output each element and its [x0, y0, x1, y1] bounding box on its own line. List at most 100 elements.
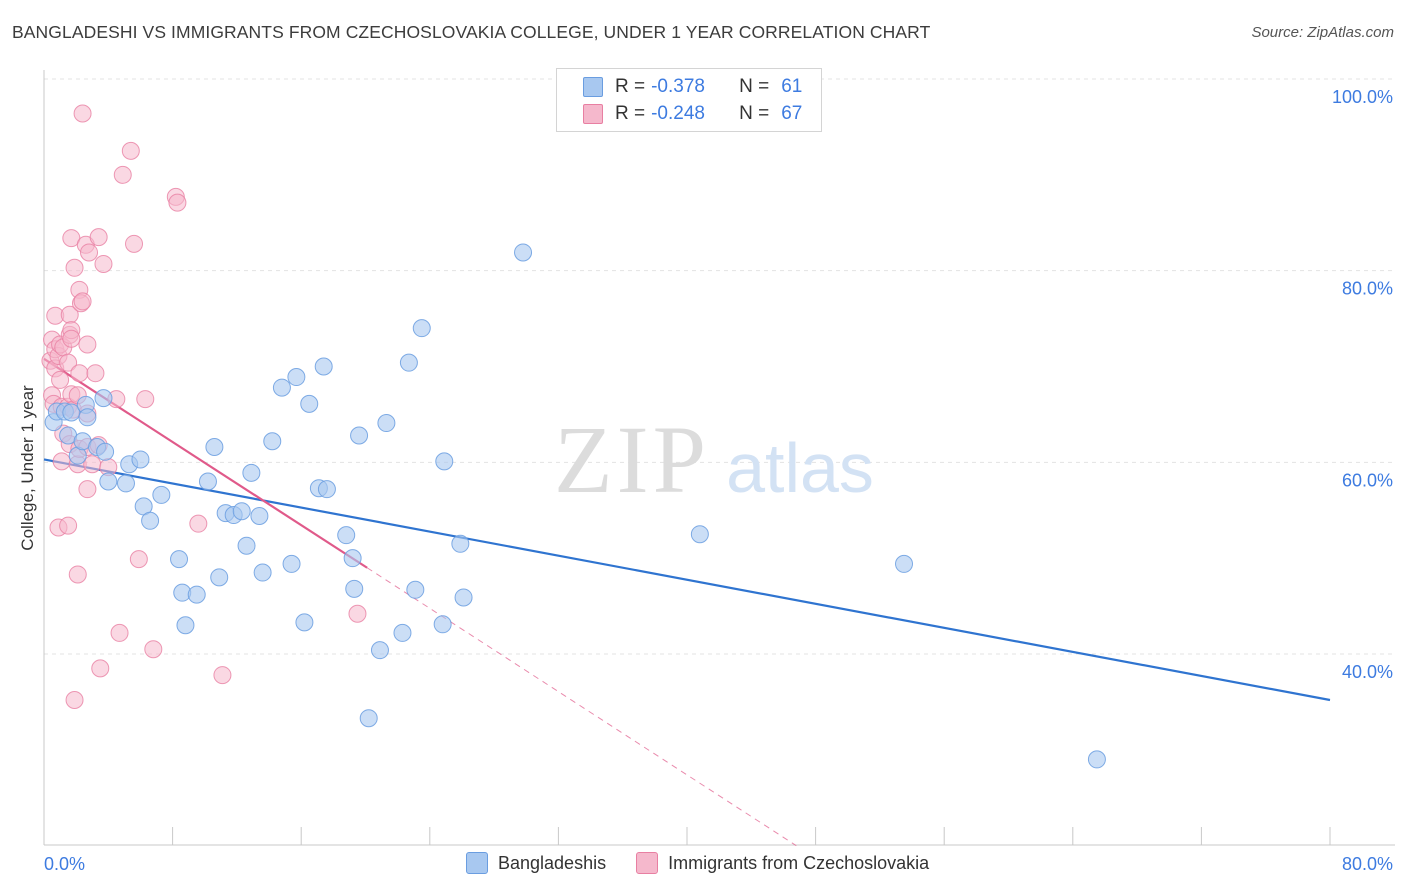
data-point-czechoslovakia [65, 691, 84, 709]
data-point-czechoslovakia [213, 666, 232, 685]
data-point-czechoslovakia [113, 165, 132, 184]
data-point-czechoslovakia [189, 514, 208, 533]
data-point-bangladeshis [370, 641, 389, 660]
data-point-czechoslovakia [168, 193, 187, 212]
data-point-czechoslovakia [110, 623, 129, 642]
chart-title: BANGLADESHI VS IMMIGRANTS FROM CZECHOSLO… [12, 22, 931, 42]
data-point-bangladeshis [412, 319, 431, 338]
data-point-bangladeshis [96, 442, 115, 461]
series-legend: Bangladeshis Immigrants from Czechoslova… [466, 852, 959, 874]
data-point-bangladeshis [454, 588, 473, 607]
data-point-czechoslovakia [80, 243, 99, 262]
data-point-bangladeshis [94, 389, 113, 408]
x-tick-label: 80.0% [1342, 854, 1393, 874]
legend-r-label: R = [615, 76, 646, 97]
data-point-czechoslovakia [78, 480, 97, 499]
data-point-bangladeshis [406, 580, 425, 599]
data-point-czechoslovakia [51, 370, 70, 389]
data-point-czechoslovakia [89, 228, 108, 247]
data-point-bangladeshis [451, 534, 470, 553]
trend-line-bangladeshis [43, 458, 1331, 702]
data-point-bangladeshis [514, 243, 533, 262]
legend-item-bangladeshis: Bangladeshis [466, 852, 606, 874]
data-point-bangladeshis [359, 709, 378, 728]
data-point-czechoslovakia [125, 234, 144, 253]
legend-n-label: N = [739, 76, 770, 97]
data-point-czechoslovakia [94, 254, 113, 273]
legend-label-bangladeshis: Bangladeshis [498, 852, 607, 873]
data-point-bangladeshis [253, 563, 272, 582]
y-tick-label: 40.0% [1342, 662, 1393, 682]
data-point-bangladeshis [350, 426, 369, 445]
data-point-czechoslovakia [62, 329, 81, 348]
data-point-bangladeshis [250, 507, 269, 525]
y-tick-label: 100.0% [1332, 87, 1393, 107]
chart-source: Source: ZipAtlas.com [1251, 24, 1394, 41]
grid-lines [44, 78, 1395, 655]
legend-r-value: -0.378 [651, 76, 705, 97]
data-point-czechoslovakia [59, 353, 78, 372]
watermark-zip: ZIP [554, 406, 710, 513]
legend-row-bangladeshis: R = -0.378 N = 61 [583, 75, 802, 99]
series-bangladeshis-points [44, 243, 1106, 769]
data-point-bangladeshis [399, 353, 418, 372]
tick-labels: 40.0% 60.0% 80.0% 100.0% 0.0% 80.0% [44, 87, 1393, 874]
data-point-bangladeshis [187, 585, 206, 604]
data-point-czechoslovakia [91, 659, 110, 678]
data-point-bangladeshis [263, 432, 282, 451]
data-point-bangladeshis [272, 378, 291, 397]
data-point-bangladeshis [198, 472, 217, 491]
data-point-bangladeshis [295, 613, 314, 632]
data-point-bangladeshis [237, 536, 256, 555]
data-point-bangladeshis [232, 502, 251, 521]
data-point-bangladeshis [210, 568, 229, 587]
data-point-bangladeshis [152, 485, 171, 504]
legend-row-czechoslovakia: R = -0.248 N = 67 [583, 102, 802, 126]
data-point-bangladeshis [99, 472, 118, 491]
correlation-legend: R = -0.378 N = 61 R = -0.248 N = 67 [556, 68, 822, 132]
legend-r-label: R = [615, 103, 646, 124]
data-point-bangladeshis [343, 549, 362, 568]
legend-n-value: 67 [781, 103, 803, 124]
data-point-bangladeshis [170, 550, 189, 569]
data-point-czechoslovakia [73, 292, 92, 311]
trend-line-czechoslovakia-extension [366, 567, 797, 847]
data-point-bangladeshis [78, 408, 97, 427]
legend-n-label: N = [739, 103, 770, 124]
legend-label-czechoslovakia: Immigrants from Czechoslovakia [668, 852, 930, 873]
data-point-czechoslovakia [70, 364, 89, 383]
data-point-bangladeshis [314, 357, 333, 376]
data-point-bangladeshis [1087, 750, 1106, 769]
data-point-czechoslovakia [52, 452, 71, 471]
data-point-bangladeshis [242, 463, 261, 482]
watermark-atlas: atlas [726, 429, 874, 507]
legend-swatch-pink [583, 104, 603, 124]
data-point-bangladeshis [317, 480, 336, 499]
watermark: ZIP atlas [554, 406, 874, 513]
y-tick-label: 60.0% [1342, 470, 1393, 490]
data-point-bangladeshis [393, 623, 412, 642]
data-point-czechoslovakia [86, 364, 105, 383]
data-point-bangladeshis [176, 616, 195, 635]
data-point-bangladeshis [287, 368, 306, 387]
data-point-bangladeshis [205, 438, 224, 456]
data-point-bangladeshis [435, 452, 454, 471]
data-point-czechoslovakia [78, 335, 97, 354]
data-point-czechoslovakia [348, 604, 367, 623]
data-point-czechoslovakia [129, 550, 148, 569]
y-tick-label: 80.0% [1342, 279, 1393, 299]
x-tick-label: 0.0% [44, 854, 85, 874]
data-point-bangladeshis [337, 526, 356, 545]
data-point-bangladeshis [433, 615, 452, 634]
data-point-czechoslovakia [68, 565, 87, 584]
data-point-bangladeshis [895, 554, 914, 573]
data-point-bangladeshis [116, 474, 135, 493]
legend-swatch-pink [636, 852, 659, 874]
data-point-bangladeshis [300, 394, 319, 413]
data-point-bangladeshis [690, 525, 709, 544]
y-axis-title: College, Under 1 year [18, 385, 37, 551]
data-point-czechoslovakia [136, 390, 155, 409]
data-point-czechoslovakia [59, 516, 78, 535]
legend-swatch-blue [583, 77, 603, 97]
data-point-bangladeshis [131, 450, 150, 469]
